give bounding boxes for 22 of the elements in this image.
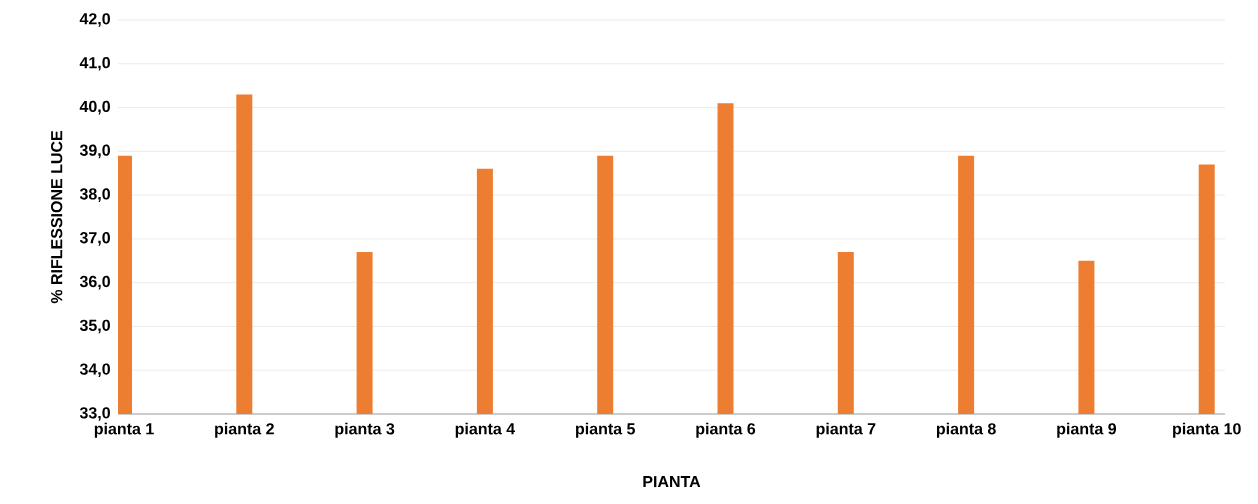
y-tick-label: 41,0 bbox=[79, 56, 110, 71]
y-tick-label: 39,0 bbox=[79, 144, 110, 159]
y-tick-label: 37,0 bbox=[79, 232, 110, 246]
x-tick-label: pianta 3 bbox=[335, 422, 395, 438]
y-tick-label: 35,0 bbox=[79, 319, 110, 334]
y-tick-label: 33,0 bbox=[79, 407, 110, 421]
x-tick-label: pianta 8 bbox=[936, 422, 996, 438]
x-tick-label: pianta 9 bbox=[1057, 422, 1117, 438]
x-tick-label: pianta 2 bbox=[215, 422, 274, 438]
y-tick-label: 36,0 bbox=[79, 275, 110, 290]
y-tick-label: 40,0 bbox=[79, 100, 110, 115]
x-tick-label: pianta 6 bbox=[696, 422, 756, 438]
y-tick-label: 42,0 bbox=[79, 13, 110, 27]
y-tick-label: 34,0 bbox=[79, 363, 110, 378]
x-axis-title: PIANTA bbox=[643, 476, 701, 488]
x-tick-label: pianta 5 bbox=[576, 422, 635, 438]
y-axis-title: % RIFLESSIONE LUCE bbox=[51, 130, 63, 304]
x-tick-label: pianta 1 bbox=[94, 422, 154, 438]
x-tick-label: pianta 7 bbox=[816, 422, 876, 438]
y-tick-label: 38,0 bbox=[79, 188, 110, 202]
x-tick-label: pianta 10 bbox=[1173, 422, 1241, 438]
x-tick-label: pianta 4 bbox=[455, 422, 516, 438]
